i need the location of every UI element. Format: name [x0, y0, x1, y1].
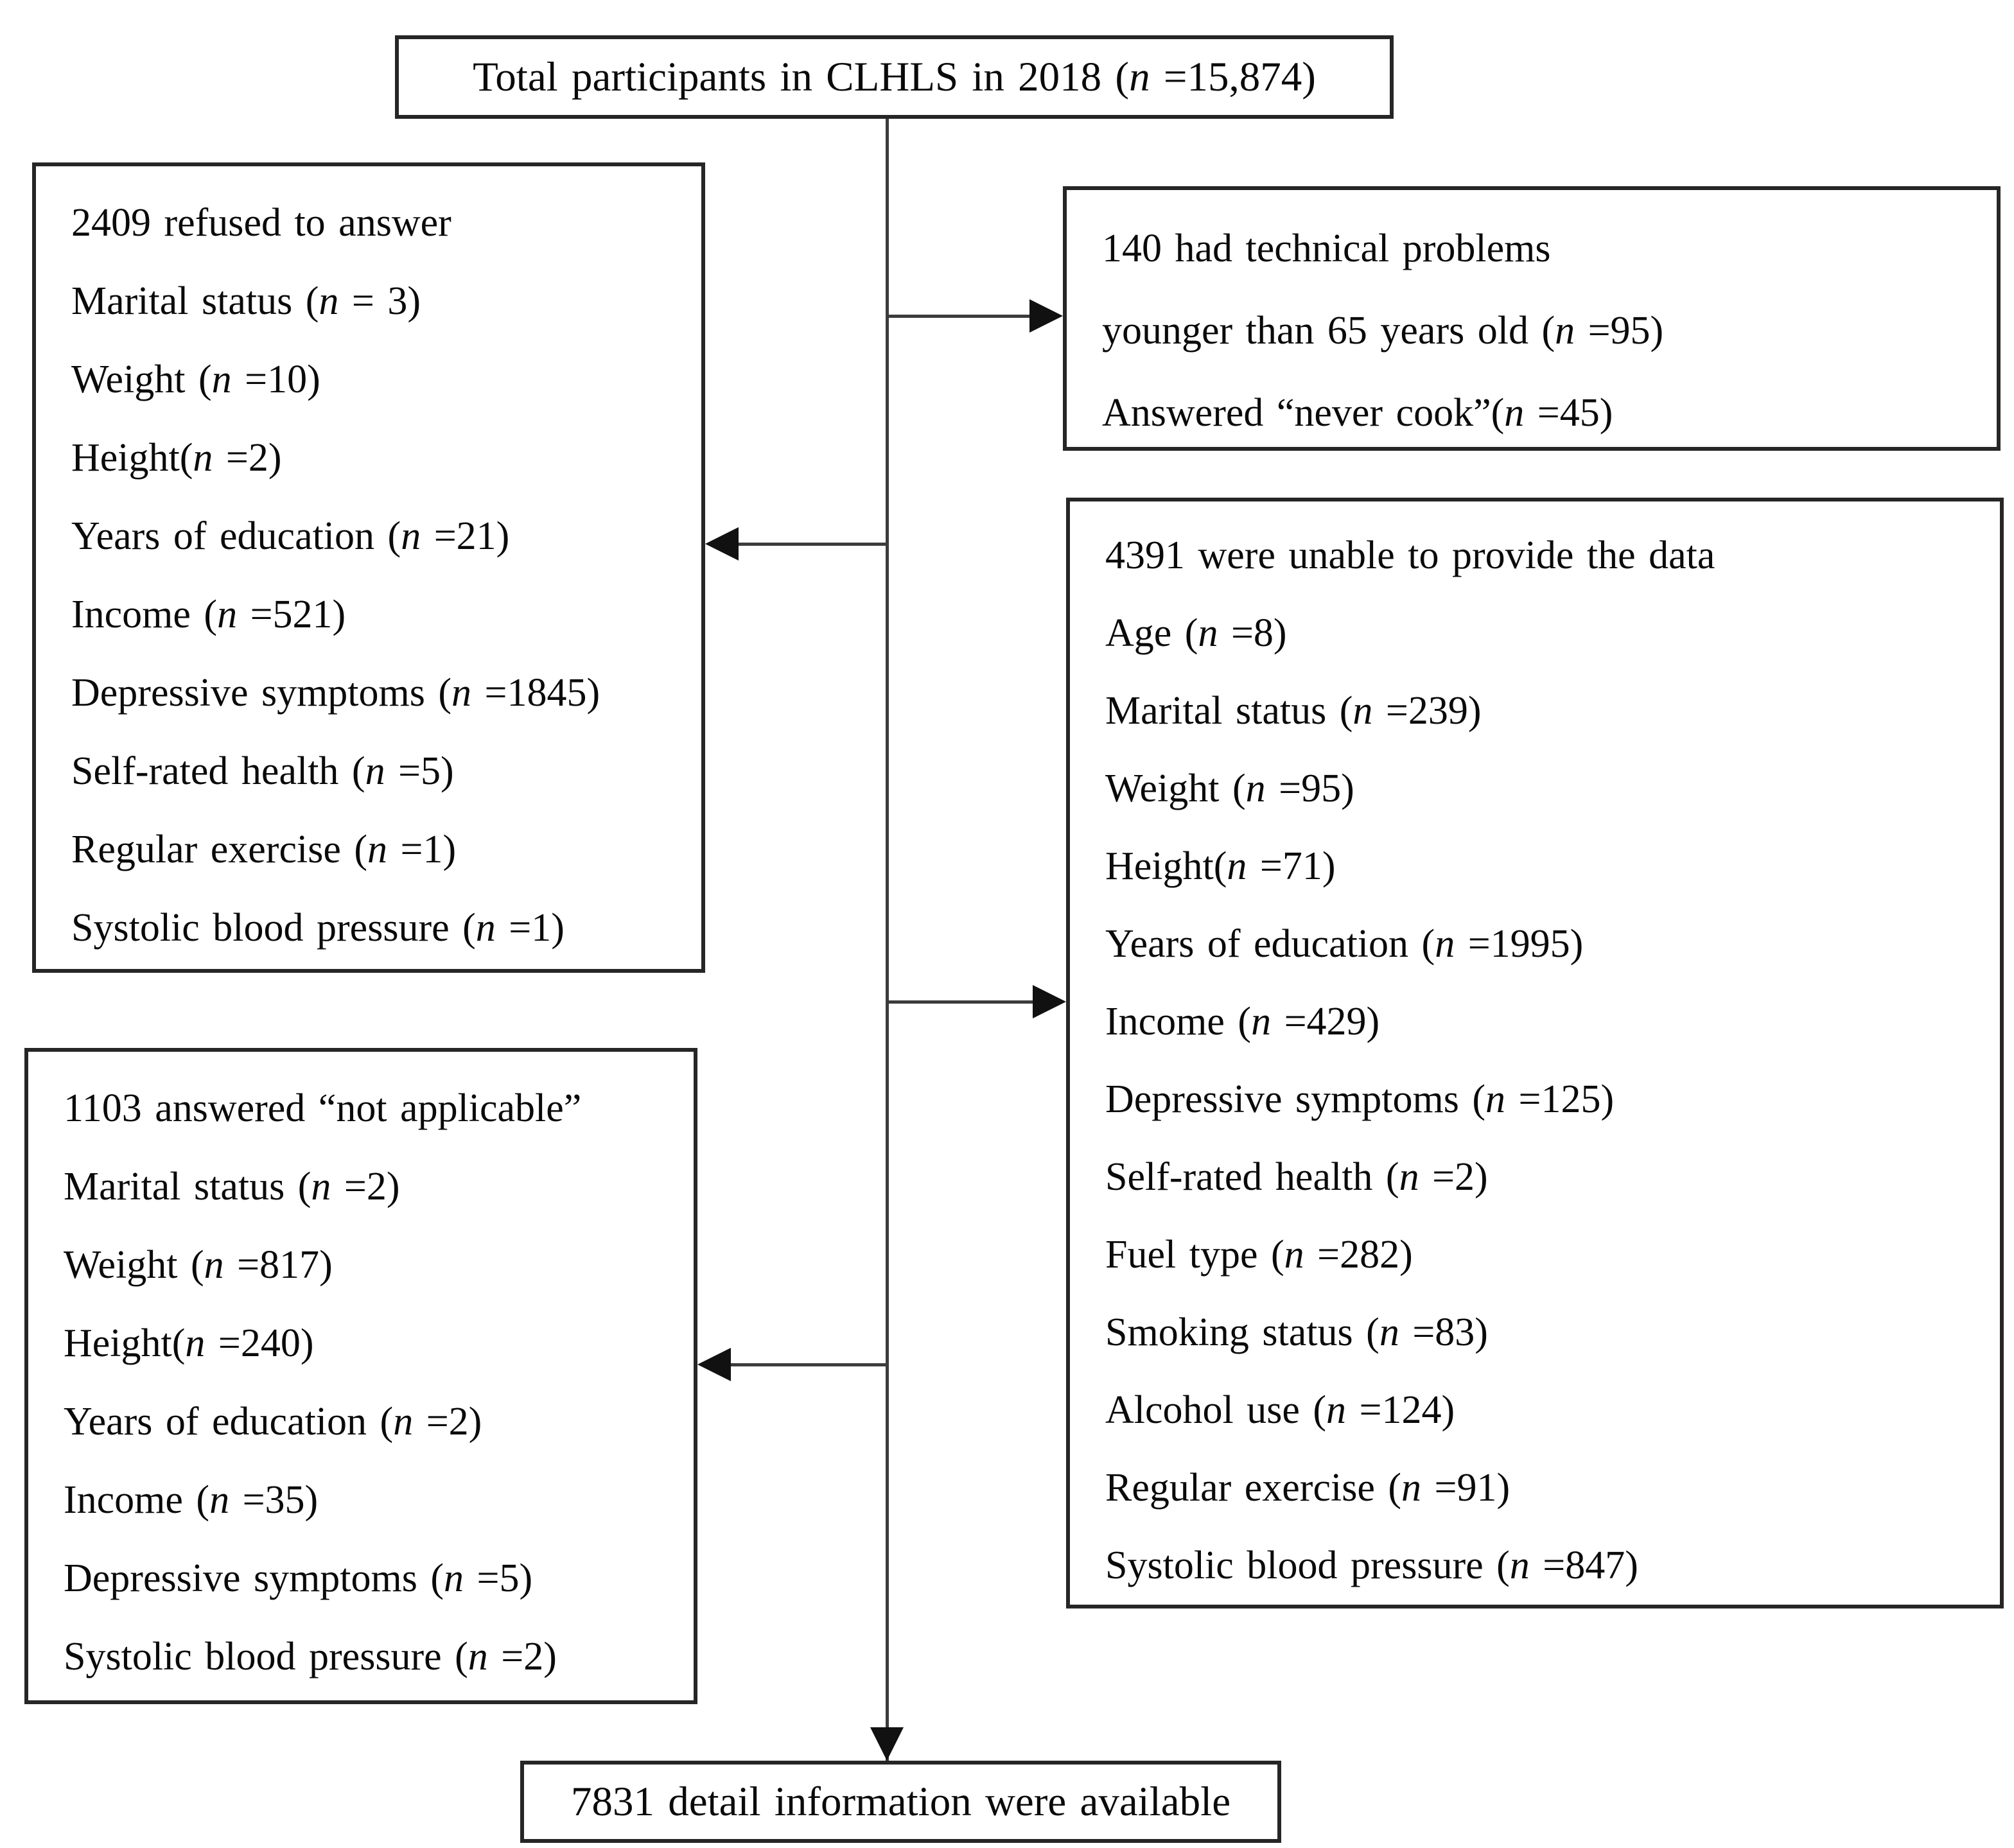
- branch-line-unable: [886, 1000, 1037, 1004]
- list-item: Income (n =35): [64, 1478, 319, 1522]
- list-item: Smoking status (n =83): [1105, 1311, 1488, 1354]
- list-item: 4391 were unable to provide the data: [1105, 534, 1715, 577]
- main-flow-line: [886, 119, 889, 1761]
- list-item: Alcohol use (n =124): [1105, 1388, 1455, 1432]
- arrow-down-icon: [870, 1727, 904, 1761]
- detail-available-text: 7831 detail information were available: [570, 1778, 1231, 1825]
- list-item: younger than 65 years old (n =95): [1102, 309, 1664, 353]
- list-item: Weight (n =10): [71, 358, 320, 401]
- list-item: Regular exercise (n =1): [71, 828, 457, 871]
- box-refused-to-answer: 2409 refused to answer Marital status (n…: [32, 162, 705, 973]
- list-item: Answered “never cook”(n =45): [1102, 391, 1613, 435]
- list-item: Self-rated health (n =2): [1105, 1155, 1488, 1199]
- list-item: Weight (n =95): [1105, 767, 1354, 810]
- branch-line-technical: [886, 315, 1034, 318]
- arrow-right-technical-icon: [1029, 299, 1063, 333]
- arrow-left-refused-icon: [705, 527, 739, 561]
- box-unable-to-provide: 4391 were unable to provide the data Age…: [1066, 498, 2004, 1608]
- list-item: 1103 answered “not applicable”: [64, 1086, 582, 1130]
- list-item: Marital status (n =239): [1105, 689, 1482, 733]
- list-item: Regular exercise (n =91): [1105, 1466, 1510, 1510]
- total-participants-text: Total participants in CLHLS in 2018 (n =…: [473, 53, 1316, 100]
- list-item: Marital status (n =2): [64, 1165, 400, 1208]
- branch-line-refused: [739, 543, 889, 546]
- list-item: Systolic blood pressure (n =1): [71, 906, 565, 950]
- box-detail-available: 7831 detail information were available: [520, 1761, 1281, 1843]
- list-item: Years of education (n =2): [64, 1400, 482, 1443]
- list-item: Years of education (n =21): [71, 514, 510, 558]
- branch-line-not-applicable: [731, 1363, 889, 1366]
- list-item: Weight (n =817): [64, 1243, 333, 1287]
- list-item: Fuel type (n =282): [1105, 1233, 1413, 1277]
- list-item: Income (n =521): [71, 593, 346, 636]
- list-item: Self-rated health (n =5): [71, 749, 454, 793]
- box-technical-problems: 140 had technical problems younger than …: [1063, 186, 2001, 451]
- list-item: Depressive symptoms (n =5): [64, 1556, 533, 1600]
- list-item: Height(n =240): [64, 1321, 314, 1365]
- box-not-applicable: 1103 answered “not applicable” Marital s…: [24, 1048, 697, 1704]
- list-item: Age (n =8): [1105, 611, 1287, 655]
- list-item: Marital status (n = 3): [71, 279, 421, 323]
- list-item: Income (n =429): [1105, 1000, 1380, 1043]
- list-item: Height(n =2): [71, 436, 282, 480]
- box-total-participants: Total participants in CLHLS in 2018 (n =…: [395, 35, 1394, 119]
- list-item: Depressive symptoms (n =125): [1105, 1077, 1615, 1121]
- list-item: Height(n =71): [1105, 844, 1336, 888]
- arrow-right-unable-icon: [1033, 985, 1066, 1018]
- list-item: 140 had technical problems: [1102, 227, 1551, 270]
- list-item: Systolic blood pressure (n =2): [64, 1635, 557, 1678]
- list-item: Depressive symptoms (n =1845): [71, 671, 600, 715]
- arrow-left-not-applicable-icon: [697, 1348, 731, 1381]
- list-item: 2409 refused to answer: [71, 201, 451, 245]
- list-item: Years of education (n =1995): [1105, 922, 1584, 966]
- list-item: Systolic blood pressure (n =847): [1105, 1544, 1638, 1587]
